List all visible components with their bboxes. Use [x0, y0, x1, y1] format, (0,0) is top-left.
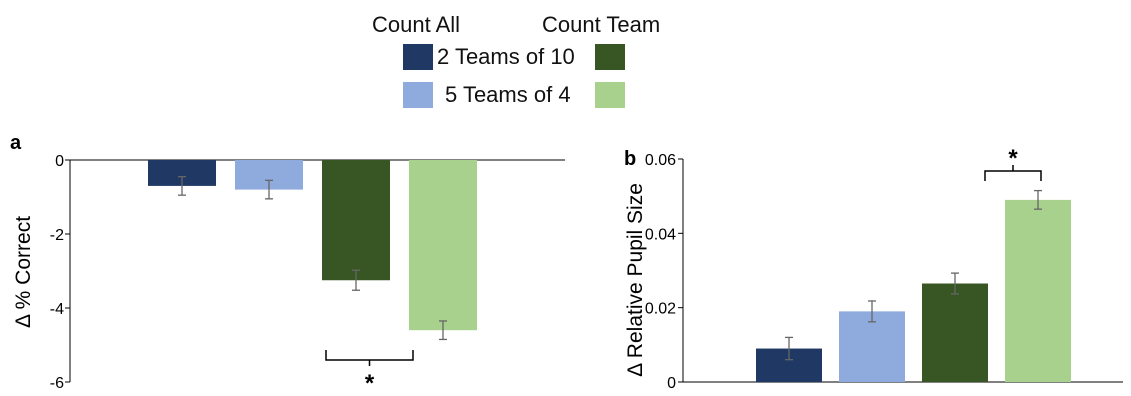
- y-tick-label: 0.06: [645, 152, 676, 169]
- significance-bracket: [984, 165, 1042, 181]
- error-bar: [178, 175, 186, 196]
- y-tick-label: -2: [50, 227, 64, 244]
- panel-b: b Δ Relative Pupil Size 0 0.02 0.04 0.06 *: [624, 145, 1123, 392]
- legend-swatch-count-team-5-teams: [595, 82, 625, 108]
- panel-a: a Δ % Correct 0 -2 -4 -6 *: [10, 132, 565, 396]
- panel-b-label: b: [624, 148, 636, 170]
- bar: [922, 283, 988, 382]
- legend-header-count-all: Count All: [372, 12, 461, 37]
- y-tick-label: 0.04: [645, 226, 676, 243]
- y-tick-label: -6: [50, 375, 64, 392]
- significance-star: *: [365, 370, 375, 396]
- y-tick-label: 0: [667, 375, 676, 392]
- y-tick-label: 0.02: [645, 301, 676, 318]
- bar: [839, 311, 905, 382]
- error-bar: [868, 300, 876, 323]
- y-tick-label: 0: [55, 153, 64, 170]
- bar: [322, 160, 390, 281]
- bar: [1005, 199, 1071, 382]
- bar: [409, 160, 477, 331]
- error-bar: [951, 272, 959, 295]
- significance-star: *: [1008, 145, 1018, 172]
- panel-b-y-axis-label: Δ Relative Pupil Size: [624, 183, 647, 377]
- panel-a-y-axis-label: Δ % Correct: [12, 216, 35, 328]
- legend-label-2-teams-of-10: 2 Teams of 10: [437, 44, 575, 69]
- legend-label-5-teams-of-4: 5 Teams of 4: [445, 82, 571, 107]
- error-bar: [439, 320, 447, 341]
- legend-swatch-count-team-2-teams: [595, 44, 625, 70]
- significance-bracket: [325, 350, 414, 366]
- legend-header-count-team: Count Team: [542, 12, 661, 37]
- error-bar: [1034, 189, 1042, 210]
- legend-swatch-count-all-2-teams: [403, 44, 433, 70]
- panel-a-label: a: [10, 132, 22, 154]
- y-tick-label: -4: [50, 301, 64, 318]
- error-bar: [352, 269, 360, 291]
- error-bar: [265, 179, 273, 200]
- legend-swatch-count-all-5-teams: [403, 82, 433, 108]
- chart-legend: Count All Count Team 2 Teams of 10 5 Tea…: [0, 0, 1131, 110]
- error-bar: [785, 336, 793, 361]
